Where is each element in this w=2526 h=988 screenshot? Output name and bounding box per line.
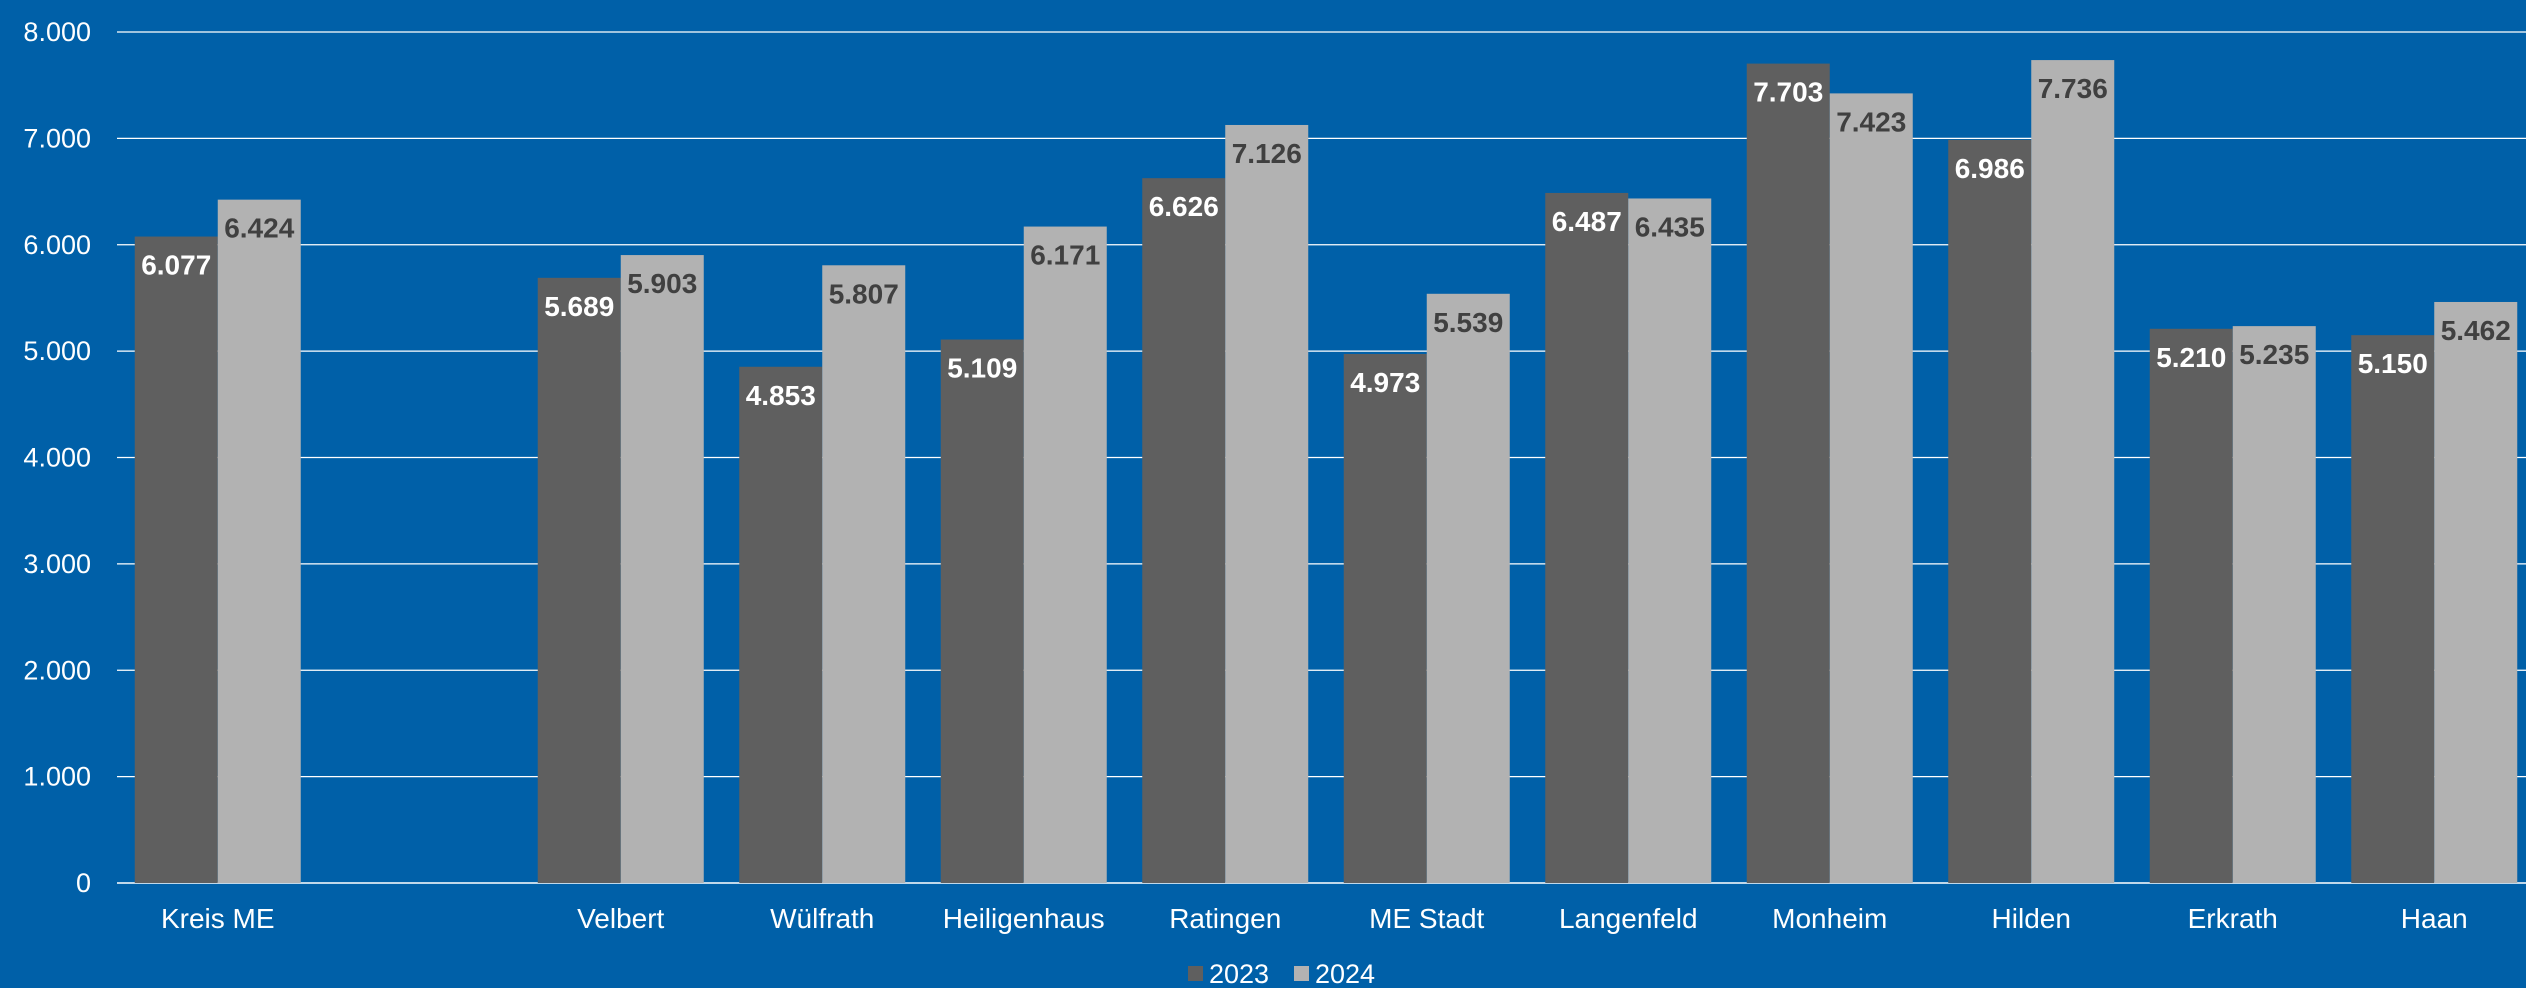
- category-label: ME Stadt: [1369, 903, 1484, 934]
- bar-2024: [1829, 93, 1913, 884]
- y-tick-label: 7.000: [23, 123, 91, 153]
- bar-2023: [1948, 139, 2032, 883]
- data-labels: 6.077 6.424 5.689 5.903 4.853 5.807 5.109 6.171…: [141, 73, 2511, 411]
- legend-label: 2023: [1209, 959, 1269, 988]
- bars: [134, 60, 2518, 884]
- bar-2023: [1343, 353, 1427, 883]
- data-label: 7.423: [1836, 106, 1906, 137]
- data-label: 6.435: [1635, 211, 1705, 242]
- bar-2024: [2232, 326, 2316, 884]
- data-label: 5.150: [2358, 348, 2428, 379]
- bar-2024: [2434, 301, 2518, 883]
- data-label: 7.126: [1232, 138, 1302, 169]
- legend-label: 2024: [1315, 959, 1375, 988]
- gridlines: [117, 31, 2526, 884]
- bar-2023: [1746, 63, 1830, 883]
- y-axis-ticks: 0 1.000 2.000 3.000 4.000 5.000 6.000 7.000 8.00…: [23, 17, 91, 898]
- category-label: Langenfeld: [1559, 903, 1698, 934]
- y-tick-label: 2.000: [23, 655, 91, 685]
- category-label: Heiligenhaus: [943, 903, 1105, 934]
- bar-2024: [1225, 124, 1309, 884]
- bar-2023: [2351, 335, 2435, 883]
- data-label: 7.736: [2038, 73, 2108, 104]
- data-label: 5.210: [2156, 342, 2226, 373]
- y-tick-label: 6.000: [23, 230, 91, 260]
- data-label: 5.109: [947, 353, 1017, 384]
- bar-2024: [2031, 60, 2115, 883]
- legend-swatch: [1188, 966, 1203, 981]
- bar-2024: [1023, 226, 1107, 883]
- bar-2023: [537, 277, 621, 883]
- data-label: 5.807: [829, 278, 899, 309]
- y-tick-label: 0: [76, 868, 91, 898]
- bar-2023: [1142, 178, 1226, 884]
- bar-2024: [217, 199, 301, 884]
- y-tick-label: 1.000: [23, 762, 91, 792]
- y-tick-label: 8.000: [23, 17, 91, 47]
- data-label: 6.171: [1030, 240, 1100, 271]
- data-label: 5.689: [544, 291, 614, 322]
- bar-2023: [1545, 192, 1629, 883]
- category-label: Ratingen: [1169, 903, 1281, 934]
- data-label: 6.487: [1552, 206, 1622, 237]
- bar-2024: [1628, 198, 1712, 883]
- category-label: Hilden: [1992, 903, 2071, 934]
- bar-2024: [822, 265, 906, 883]
- data-label: 4.973: [1350, 367, 1420, 398]
- data-label: 6.626: [1149, 191, 1219, 222]
- legend-swatch: [1294, 966, 1309, 981]
- category-label: Velbert: [577, 903, 664, 934]
- data-label: 5.462: [2441, 315, 2511, 346]
- bar-2024: [620, 255, 704, 884]
- category-label: Erkrath: [2188, 903, 2278, 934]
- bar-2023: [134, 236, 218, 883]
- y-tick-label: 4.000: [23, 443, 91, 473]
- data-label: 6.986: [1955, 153, 2025, 184]
- y-tick-label: 5.000: [23, 336, 91, 366]
- x-axis-categories: Kreis ME Velbert Wülfrath Heiligenhaus Ratin…: [161, 903, 2468, 934]
- category-label: Haan: [2401, 903, 2468, 934]
- data-label: 5.903: [627, 268, 697, 299]
- data-label: 7.703: [1753, 77, 1823, 108]
- bar-2023: [2149, 328, 2233, 883]
- data-label: 6.077: [141, 250, 211, 281]
- category-label: Wülfrath: [770, 903, 874, 934]
- data-label: 5.235: [2239, 339, 2309, 370]
- bar-2024: [1426, 293, 1510, 883]
- legend: 2023 2024: [1188, 959, 1375, 988]
- y-tick-label: 3.000: [23, 549, 91, 579]
- category-label: Monheim: [1772, 903, 1887, 934]
- bar-2023: [739, 366, 823, 884]
- data-label: 6.424: [224, 213, 294, 244]
- category-label: Kreis ME: [161, 903, 275, 934]
- bar-2023: [940, 339, 1024, 883]
- data-label: 5.539: [1433, 307, 1503, 338]
- data-label: 4.853: [746, 380, 816, 411]
